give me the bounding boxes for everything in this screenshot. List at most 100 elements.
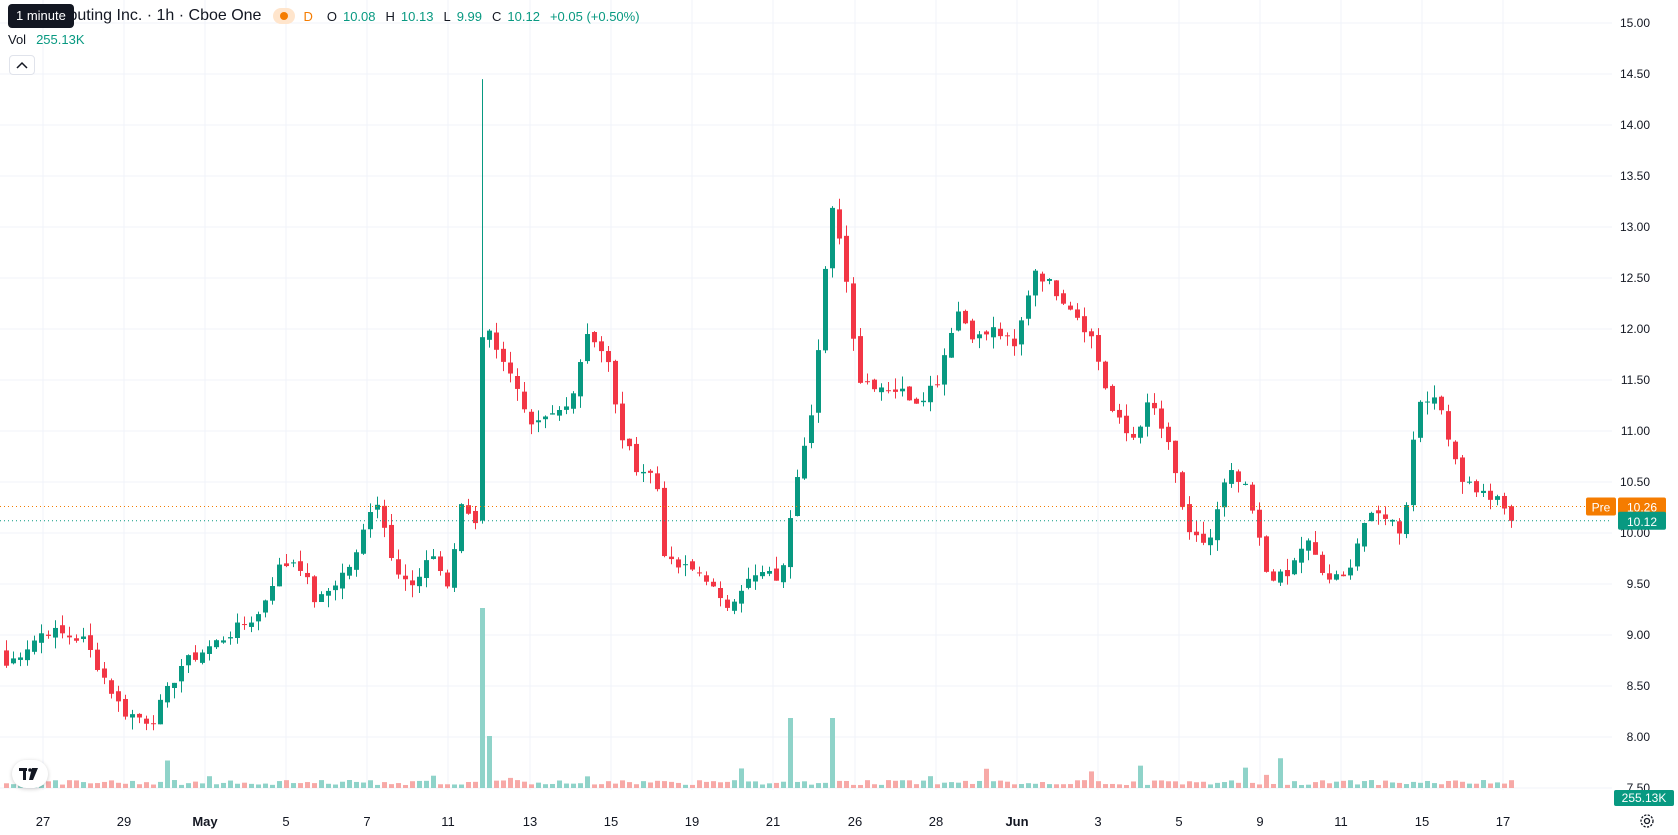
volume-bar [1089, 771, 1094, 788]
time-tick-label: 15 [604, 814, 618, 829]
low-value: 9.99 [456, 8, 482, 24]
candle-body [158, 699, 163, 725]
volume-axis-value: 255.13K [1622, 791, 1667, 805]
candle-body [46, 634, 51, 636]
candle-body [928, 385, 933, 403]
volume-bar [809, 784, 814, 788]
volume-bar [683, 784, 688, 788]
volume-bar [830, 718, 835, 788]
volume-bar [1285, 784, 1290, 788]
candle-body [207, 646, 212, 654]
candle-body [459, 504, 464, 552]
volume-bar [501, 780, 506, 788]
volume-bar [1355, 784, 1360, 788]
volume-bar [1460, 781, 1465, 788]
volume-bar [46, 781, 51, 788]
volume-bar [1362, 781, 1367, 788]
candle-body [1320, 554, 1325, 573]
volume-bar [1467, 783, 1472, 788]
volume-bar [263, 783, 268, 788]
volume-bar [571, 783, 576, 788]
candle-body [417, 576, 422, 587]
price-candles [4, 79, 1514, 731]
candle-body [1061, 293, 1066, 304]
candle-body [851, 283, 856, 339]
candle-body [1047, 279, 1052, 281]
candle-body [1257, 509, 1262, 538]
volume-bar [837, 780, 842, 788]
volume-bar [200, 783, 205, 788]
volume-bar [1446, 780, 1451, 788]
collapse-legend-button[interactable] [9, 55, 35, 75]
candle-body [1306, 540, 1311, 551]
candle-body [95, 649, 100, 670]
volume-bar [291, 783, 296, 788]
candle-body [1124, 415, 1129, 434]
volume-bar [1432, 783, 1437, 788]
candle-body [984, 331, 989, 335]
candle-body [1404, 505, 1409, 535]
volume-bar [977, 780, 982, 788]
candle-body [823, 268, 828, 351]
volume-bar [823, 782, 828, 788]
candle-body [1222, 482, 1227, 508]
candle-body [1488, 490, 1493, 500]
volume-bar [634, 784, 639, 788]
volume-label[interactable]: Vol [8, 32, 27, 47]
volume-bar [109, 780, 114, 788]
candle-body [991, 327, 996, 338]
volume-bar [207, 776, 212, 788]
volume-value: 255.13K [36, 32, 85, 47]
tradingview-logo-icon[interactable] [12, 760, 48, 788]
volume-bar [1495, 782, 1500, 788]
price-tick-label: 12.50 [1620, 271, 1650, 285]
volume-bar [74, 780, 79, 788]
candle-body [186, 655, 191, 666]
volume-bar [690, 784, 695, 788]
volume-bar [1453, 780, 1458, 788]
candle-body [1166, 426, 1171, 443]
candle-body [1376, 510, 1381, 514]
volume-bar [354, 781, 359, 788]
volume-bar [1334, 781, 1339, 788]
time-tick-label: 15 [1415, 814, 1429, 829]
volume-bar [1257, 784, 1262, 788]
volume-bar [249, 783, 254, 788]
candle-body [1348, 567, 1353, 576]
candle-body [256, 614, 261, 622]
volume-bar [130, 780, 135, 788]
candle-body [39, 633, 44, 643]
volume-bar [641, 781, 646, 788]
volume-bar [60, 784, 65, 788]
settings-gear-icon[interactable] [1638, 812, 1656, 830]
candle-body [571, 393, 576, 409]
candle-body [270, 586, 275, 601]
volume-bar [550, 783, 555, 788]
volume-bar [1187, 781, 1192, 788]
volume-bar [53, 780, 58, 788]
time-tick-label: 21 [766, 814, 780, 829]
volume-bar [606, 781, 611, 788]
candle-body [1173, 440, 1178, 474]
volume-bar [1306, 784, 1311, 788]
candle-body [130, 714, 135, 718]
candle-body [1362, 522, 1367, 547]
candle-body [319, 594, 324, 603]
candle-body [781, 565, 786, 583]
volume-bar [676, 782, 681, 788]
candle-body [235, 622, 240, 638]
candle-body [1201, 533, 1206, 543]
volume-bar [963, 780, 968, 788]
volume-bar [1320, 780, 1325, 788]
candle-body [1334, 574, 1339, 580]
volume-bar [795, 781, 800, 788]
candle-body [53, 627, 58, 638]
candle-body [732, 601, 737, 611]
candle-body [1341, 574, 1346, 577]
volume-bar [172, 780, 177, 788]
volume-bar [1313, 782, 1318, 788]
volume-bar [1173, 781, 1178, 788]
candle-body [802, 445, 807, 479]
volume-bar [4, 783, 9, 788]
